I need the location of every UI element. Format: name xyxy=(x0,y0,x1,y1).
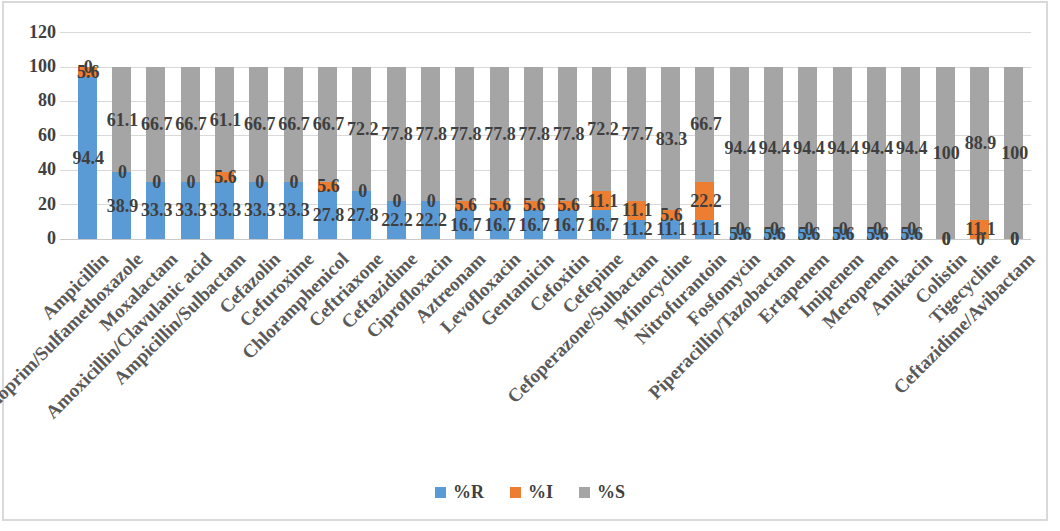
data-label-s: 88.9 xyxy=(965,134,997,152)
data-label-r: 16.7 xyxy=(553,216,585,234)
data-label-s: 77.8 xyxy=(450,125,482,143)
y-axis-tick-label: 120 xyxy=(10,23,56,41)
data-label-s: 94.4 xyxy=(759,139,791,157)
data-label-s: 61.1 xyxy=(107,111,139,129)
legend-item-label: %R xyxy=(453,482,484,503)
data-label-r: 27.8 xyxy=(313,206,345,224)
data-label-i: 5.6 xyxy=(489,196,512,214)
data-label-s: 66.7 xyxy=(278,115,310,133)
y-axis-tick-label: 40 xyxy=(10,160,56,178)
chart-page: { "chart_data": { "type": "bar", "varian… xyxy=(0,0,1060,531)
legend-item-label: %S xyxy=(597,482,625,503)
data-label-i: 0 xyxy=(736,220,745,238)
data-label-s: 77.8 xyxy=(381,125,413,143)
data-label-s: 66.7 xyxy=(313,115,345,133)
data-label-i: 0 xyxy=(839,220,848,238)
data-label-i: 5.6 xyxy=(317,177,340,195)
data-label-i: 0 xyxy=(358,182,367,200)
data-label-s: 72.2 xyxy=(347,120,379,138)
data-label-s: 66.7 xyxy=(175,115,207,133)
data-label-i: 11.1 xyxy=(588,192,619,210)
data-label-r: 22.2 xyxy=(416,211,448,229)
data-label-r: 33.3 xyxy=(244,201,276,219)
data-label-s: 66.7 xyxy=(141,115,173,133)
legend-swatch-r xyxy=(435,487,446,498)
data-label-s: 94.4 xyxy=(793,139,825,157)
data-label-i: 0 xyxy=(187,173,196,191)
data-label-r: 16.7 xyxy=(484,216,516,234)
data-label-i: 11.1 xyxy=(622,201,653,219)
y-axis-tick-label: 0 xyxy=(10,229,56,247)
data-label-i: 0 xyxy=(907,220,916,238)
data-label-i: 5.6 xyxy=(557,196,580,214)
data-label-i: 5.6 xyxy=(214,168,237,186)
data-label-s: 66.7 xyxy=(690,115,722,133)
data-label-s: 83.3 xyxy=(656,130,688,148)
legend-item-s: %S xyxy=(579,482,625,503)
data-label-s: 66.7 xyxy=(244,115,276,133)
data-label-s: 94.4 xyxy=(827,139,859,157)
data-label-r: 16.7 xyxy=(519,216,551,234)
data-label-r: 11.2 xyxy=(622,220,653,238)
data-label-s: 77.8 xyxy=(519,125,551,143)
data-label-r: 94.4 xyxy=(72,149,104,167)
gridline xyxy=(60,32,1031,33)
data-label-s: 72.2 xyxy=(587,120,619,138)
data-label-s: 77.8 xyxy=(553,125,585,143)
data-label-s: 94.4 xyxy=(724,139,756,157)
data-label-r: 38.9 xyxy=(107,197,139,215)
data-label-i: 0 xyxy=(255,173,264,191)
data-label-i: 0 xyxy=(290,173,299,191)
data-label-s: 94.4 xyxy=(862,139,894,157)
data-label-i: 0 xyxy=(118,163,127,181)
y-axis-tick-label: 20 xyxy=(10,195,56,213)
data-label-i: 0 xyxy=(152,173,161,191)
data-label-i: 5.6 xyxy=(660,206,683,224)
legend: %R %I %S xyxy=(0,482,1060,503)
data-label-i: 11.1 xyxy=(965,220,996,238)
data-label-i: 0 xyxy=(873,220,882,238)
data-label-r: 16.7 xyxy=(587,216,619,234)
data-label-i: 0 xyxy=(942,230,951,248)
data-label-s: 77.7 xyxy=(622,125,654,143)
data-label-s: 100 xyxy=(1001,144,1028,162)
data-label-i: 0 xyxy=(1010,230,1019,248)
data-label-r: 22.2 xyxy=(381,211,413,229)
data-label-i: 5.6 xyxy=(523,196,546,214)
legend-item-i: %I xyxy=(510,482,553,503)
data-label-i: 22.2 xyxy=(690,192,722,210)
data-label-s: 94.4 xyxy=(896,139,928,157)
legend-item-label: %I xyxy=(528,482,553,503)
data-label-r: 16.7 xyxy=(450,216,482,234)
data-label-s: 77.8 xyxy=(484,125,516,143)
legend-swatch-i xyxy=(510,487,521,498)
legend-item-r: %R xyxy=(435,482,484,503)
y-axis-tick-label: 80 xyxy=(10,91,56,109)
data-label-s: 61.1 xyxy=(210,111,242,129)
data-label-i: 0 xyxy=(427,192,436,210)
data-label-i: 5.6 xyxy=(454,196,477,214)
data-label-r: 27.8 xyxy=(347,206,379,224)
data-label-s: 100 xyxy=(933,144,960,162)
data-label-i: 0 xyxy=(393,192,402,210)
data-label-r: 33.3 xyxy=(141,201,173,219)
data-label-s: 77.8 xyxy=(416,125,448,143)
legend-swatch-s xyxy=(579,487,590,498)
data-label-s: 0 xyxy=(84,58,93,76)
data-label-r: 33.3 xyxy=(210,201,242,219)
data-label-i: 0 xyxy=(770,220,779,238)
data-label-r: 33.3 xyxy=(278,201,310,219)
data-label-i: 0 xyxy=(804,220,813,238)
y-axis-tick-label: 60 xyxy=(10,126,56,144)
data-label-r: 11.1 xyxy=(691,220,722,238)
y-axis-tick-label: 100 xyxy=(10,57,56,75)
data-label-r: 33.3 xyxy=(175,201,207,219)
